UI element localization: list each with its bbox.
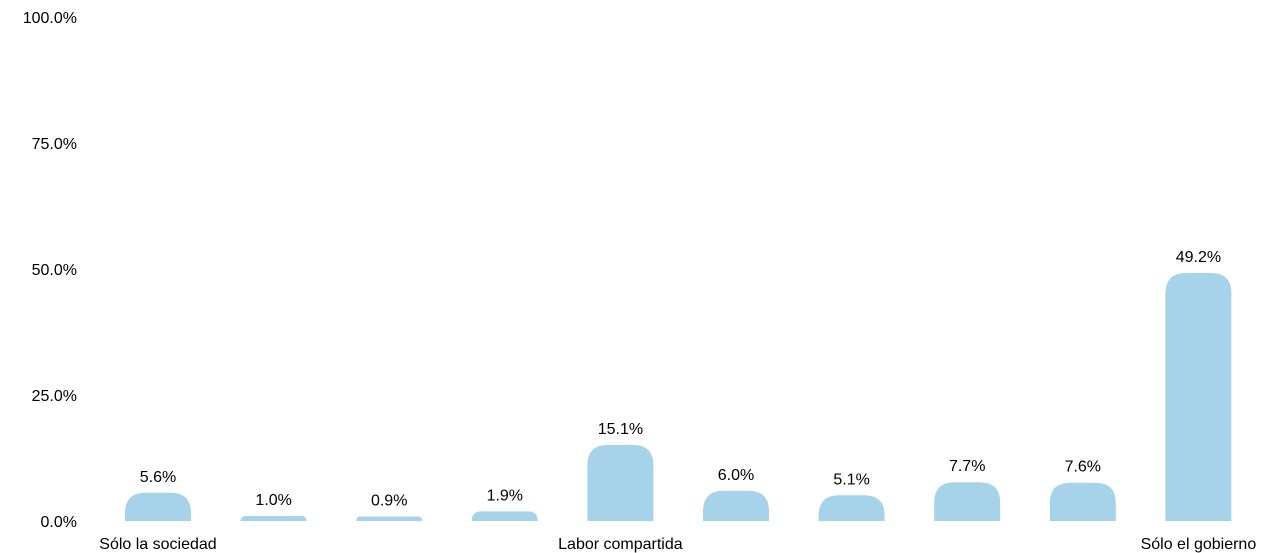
- bar: [587, 444, 654, 521]
- y-tick-label: 25.0%: [32, 388, 77, 405]
- bar: [125, 492, 191, 521]
- y-tick-label: 100.0%: [23, 10, 77, 27]
- y-tick-label: 0.0%: [41, 514, 77, 531]
- y-tick-label: 50.0%: [32, 262, 77, 279]
- y-axis-ticks: 0.0% 25.0% 50.0% 75.0% 100.0%: [23, 10, 77, 531]
- category-label: Sólo el gobierno: [1141, 536, 1257, 553]
- category-labels: Sólo la sociedad Labor compartida Sólo el …: [99, 536, 1256, 553]
- bar-value-label: 0.9%: [371, 492, 407, 509]
- bar-value-label: 15.1%: [598, 421, 643, 438]
- bar: [356, 516, 423, 521]
- bar-value-label: 7.6%: [1065, 459, 1101, 476]
- bar: [703, 490, 769, 521]
- y-tick-label: 75.0%: [32, 136, 77, 153]
- bar: [471, 511, 538, 521]
- bar-value-label: 6.0%: [718, 467, 754, 484]
- bars: [125, 273, 1232, 521]
- bar: [818, 495, 885, 521]
- bar: [934, 482, 1001, 521]
- bar-value-label: 5.6%: [140, 469, 176, 486]
- value-labels: 5.6% 1.0% 0.9% 1.9% 15.1% 6.0% 5.1% 7.7% 7.6% 49.…: [140, 249, 1221, 509]
- bar: [1049, 482, 1116, 521]
- bar-value-label: 7.7%: [949, 458, 985, 475]
- bar-value-label: 1.9%: [487, 487, 523, 504]
- bar: [240, 515, 307, 521]
- bar-value-label: 1.0%: [255, 492, 291, 509]
- bar-value-label: 5.1%: [833, 471, 869, 488]
- category-label: Labor compartida: [558, 536, 683, 553]
- bar: [1165, 273, 1232, 521]
- bar-value-label: 49.2%: [1176, 249, 1221, 266]
- category-label: Sólo la sociedad: [99, 536, 216, 553]
